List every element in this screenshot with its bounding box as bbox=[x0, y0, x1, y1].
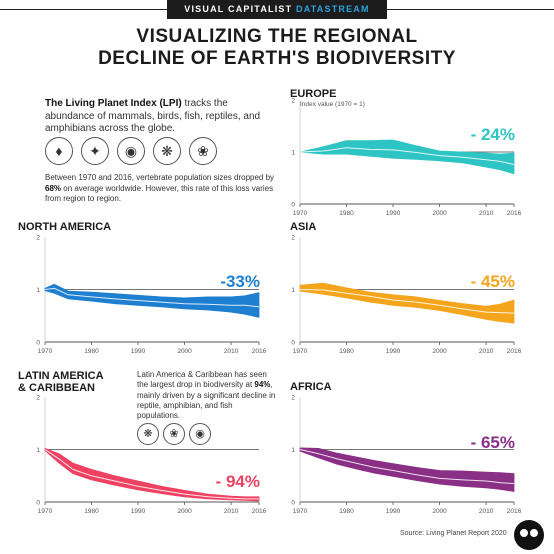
logo-eye-left bbox=[520, 529, 528, 537]
brand-name: VISUAL CAPITALIST bbox=[184, 4, 293, 14]
main-title-line-1: VISUALIZING THE REGIONAL bbox=[136, 26, 418, 47]
europe-x-tick-2010: 2010 bbox=[479, 210, 494, 217]
europe-x-tick-1970: 1970 bbox=[293, 210, 308, 217]
europe-confidence-band bbox=[299, 139, 515, 175]
africa-confidence-band bbox=[299, 447, 515, 492]
europe-subtitle: Index value (1970 = 1) bbox=[300, 101, 365, 108]
africa-x-tick-1980: 1980 bbox=[339, 508, 354, 515]
latam-note: Latin America & Caribbean has seen the l… bbox=[137, 370, 277, 421]
reptile-icon: ❋ bbox=[137, 423, 159, 445]
latin-america-caribbean-y-tick-1: 1 bbox=[36, 447, 40, 454]
asia-confidence-band bbox=[299, 282, 515, 324]
asia-x-tick-1980: 1980 bbox=[339, 348, 354, 355]
source-note: Source: Living Planet Report 2020 bbox=[400, 530, 507, 537]
amphibian-icon: ❀ bbox=[163, 423, 185, 445]
europe-x-tick-2016: 2016 bbox=[507, 210, 522, 217]
intro-body: tracks the abundance of mammals, birds, … bbox=[45, 98, 261, 134]
asia-x-tick-2010: 2010 bbox=[479, 348, 494, 355]
asia-change-label: - 45% bbox=[471, 272, 515, 291]
africa-x-tick-2000: 2000 bbox=[432, 508, 447, 515]
asia-x-tick-1970: 1970 bbox=[293, 348, 308, 355]
north-america-title: NORTH AMERICA bbox=[18, 221, 111, 233]
main-title-line-2: DECLINE OF EARTH'S BIODIVERSITY bbox=[98, 48, 456, 69]
asia-title: ASIA bbox=[290, 221, 316, 233]
north-america-y-tick-2: 2 bbox=[36, 235, 40, 242]
africa-change-label: - 65% bbox=[471, 433, 515, 452]
europe-y-tick-0: 0 bbox=[291, 202, 295, 209]
latin-america-caribbean-x-tick-2000: 2000 bbox=[177, 508, 192, 515]
africa-y-tick-0: 0 bbox=[291, 500, 295, 507]
mammal-icon: ♦ bbox=[45, 137, 73, 165]
logo-eye-right bbox=[530, 529, 538, 537]
north-america-confidence-band bbox=[44, 283, 260, 318]
latin-america-caribbean-title-line-1: LATIN AMERICA bbox=[18, 370, 104, 382]
europe-x-tick-1980: 1980 bbox=[339, 210, 354, 217]
africa-x-tick-1990: 1990 bbox=[386, 508, 401, 515]
stat-highlight: 68% bbox=[45, 183, 62, 193]
global-stat-text: Between 1970 and 2016, vertebrate popula… bbox=[45, 173, 285, 205]
main-title: VISUALIZING THE REGIONAL DECLINE OF EART… bbox=[0, 26, 554, 70]
fish-icon: ◉ bbox=[117, 137, 145, 165]
latin-america-caribbean-y-tick-2: 2 bbox=[36, 395, 40, 402]
europe-title: EUROPE bbox=[290, 88, 336, 100]
brand-tab: VISUAL CAPITALIST DATASTREAM bbox=[167, 0, 387, 19]
intro-text: The Living Planet Index (LPI) tracks the… bbox=[45, 98, 275, 136]
africa-y-tick-1: 1 bbox=[291, 447, 295, 454]
asia-index-line bbox=[299, 289, 515, 314]
north-america-x-tick-2000: 2000 bbox=[177, 348, 192, 355]
north-america-x-tick-2010: 2010 bbox=[224, 348, 239, 355]
asia-y-tick-0: 0 bbox=[291, 340, 295, 347]
africa-y-tick-2: 2 bbox=[291, 395, 295, 402]
amphibian-icon: ❀ bbox=[189, 137, 217, 165]
latin-america-caribbean-x-tick-2016: 2016 bbox=[252, 508, 267, 515]
fish-icon: ◉ bbox=[189, 423, 211, 445]
bird-icon: ✦ bbox=[81, 137, 109, 165]
asia-x-tick-2016: 2016 bbox=[507, 348, 522, 355]
asia-x-tick-1990: 1990 bbox=[386, 348, 401, 355]
stat-part-1: Between 1970 and 2016, vertebrate popula… bbox=[45, 173, 275, 182]
north-america-y-tick-0: 0 bbox=[36, 340, 40, 347]
latin-america-caribbean-x-tick-1990: 1990 bbox=[131, 508, 146, 515]
north-america-y-tick-1: 1 bbox=[36, 287, 40, 294]
north-america-x-tick-1970: 1970 bbox=[38, 348, 53, 355]
europe-y-tick-2: 2 bbox=[291, 98, 295, 105]
north-america-index-line bbox=[44, 287, 260, 308]
latin-america-caribbean-x-tick-1980: 1980 bbox=[84, 508, 99, 515]
africa-x-tick-2010: 2010 bbox=[479, 508, 494, 515]
north-america-x-tick-2016: 2016 bbox=[252, 348, 267, 355]
latam-note-part-1: Latin America & Caribbean has seen the l… bbox=[137, 370, 267, 390]
north-america-change-label: -33% bbox=[220, 272, 260, 291]
europe-change-label: - 24% bbox=[471, 125, 515, 144]
brand-accent: DATASTREAM bbox=[296, 4, 370, 14]
latin-america-caribbean-change-label: - 94% bbox=[216, 472, 260, 491]
stat-part-2: on average worldwide. However, this rate… bbox=[45, 183, 274, 204]
reptile-icon: ❋ bbox=[153, 137, 181, 165]
africa-title: AFRICA bbox=[290, 381, 332, 393]
intro-lead: The Living Planet Index (LPI) bbox=[45, 98, 182, 109]
europe-index-line bbox=[299, 147, 515, 165]
species-icons: ♦ ✦ ◉ ❋ ❀ bbox=[45, 137, 275, 167]
latam-note-highlight: 94% bbox=[254, 380, 271, 390]
asia-y-tick-2: 2 bbox=[291, 235, 295, 242]
europe-x-tick-1990: 1990 bbox=[386, 210, 401, 217]
asia-x-tick-2000: 2000 bbox=[432, 348, 447, 355]
latin-america-caribbean-x-tick-2010: 2010 bbox=[224, 508, 239, 515]
north-america-x-tick-1990: 1990 bbox=[131, 348, 146, 355]
africa-index-line bbox=[299, 449, 515, 485]
latin-america-caribbean-x-tick-1970: 1970 bbox=[38, 508, 53, 515]
europe-y-tick-1: 1 bbox=[291, 150, 295, 157]
visual-capitalist-logo bbox=[514, 520, 544, 550]
latam-icons: ❋ ❀ ◉ bbox=[137, 423, 217, 449]
latam-note-part-2: , mainly driven by a significant decline… bbox=[137, 380, 276, 421]
latin-america-caribbean-y-tick-0: 0 bbox=[36, 500, 40, 507]
asia-y-tick-1: 1 bbox=[291, 287, 295, 294]
latin-america-caribbean-index-line bbox=[44, 449, 259, 500]
europe-x-tick-2000: 2000 bbox=[432, 210, 447, 217]
brand-bar: VISUAL CAPITALIST DATASTREAM bbox=[0, 0, 554, 19]
north-america-x-tick-1980: 1980 bbox=[84, 348, 99, 355]
africa-x-tick-2016: 2016 bbox=[507, 508, 522, 515]
latin-america-caribbean-title-line-2: & CARIBBEAN bbox=[18, 382, 95, 394]
africa-x-tick-1970: 1970 bbox=[293, 508, 308, 515]
